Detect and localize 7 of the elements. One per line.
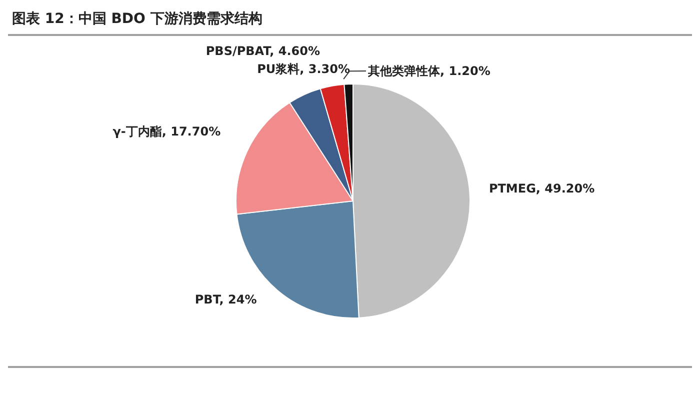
slice-label: γ-丁内酯, 17.70%: [112, 124, 221, 139]
chart-title: 图表 12：中国 BDO 下游消费需求结构: [11, 10, 264, 29]
slice-label: 其他类弹性体, 1.20%: [367, 64, 490, 78]
slice-label: PBS/PBAT, 4.60%: [206, 44, 320, 58]
slice-label: PBT, 24%: [194, 292, 257, 307]
slice-label: PU浆料, 3.30%: [257, 62, 350, 76]
slice-label: PTMEG, 49.20%: [488, 181, 595, 196]
